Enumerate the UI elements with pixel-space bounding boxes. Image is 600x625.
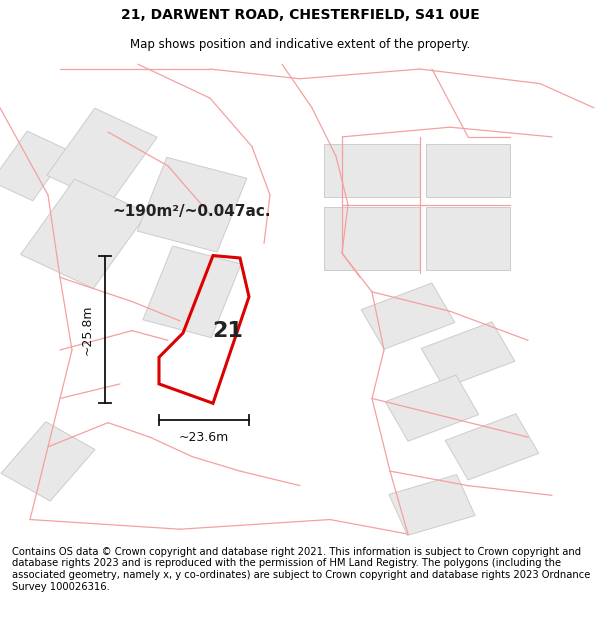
Polygon shape — [0, 131, 69, 201]
Polygon shape — [361, 283, 455, 349]
Polygon shape — [421, 322, 515, 388]
Polygon shape — [47, 108, 157, 204]
Polygon shape — [445, 414, 539, 480]
Polygon shape — [143, 246, 241, 338]
Text: Map shows position and indicative extent of the property.: Map shows position and indicative extent… — [130, 38, 470, 51]
Text: ~23.6m: ~23.6m — [179, 431, 229, 444]
Text: 21, DARWENT ROAD, CHESTERFIELD, S41 0UE: 21, DARWENT ROAD, CHESTERFIELD, S41 0UE — [121, 8, 479, 22]
Text: 21: 21 — [212, 321, 244, 341]
Text: ~25.8m: ~25.8m — [80, 304, 94, 354]
Polygon shape — [385, 375, 479, 441]
Polygon shape — [1, 422, 95, 501]
Text: ~190m²/~0.047ac.: ~190m²/~0.047ac. — [113, 204, 271, 219]
Text: Contains OS data © Crown copyright and database right 2021. This information is : Contains OS data © Crown copyright and d… — [12, 547, 590, 592]
Polygon shape — [137, 158, 247, 252]
Polygon shape — [426, 144, 510, 198]
Polygon shape — [426, 207, 510, 270]
Polygon shape — [389, 474, 475, 536]
Polygon shape — [324, 207, 420, 270]
Polygon shape — [324, 144, 420, 198]
Polygon shape — [20, 179, 148, 289]
